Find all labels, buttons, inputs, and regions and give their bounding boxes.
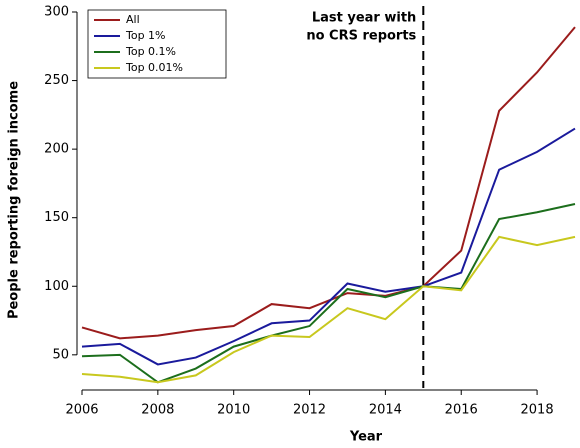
legend-label: Top 1%	[125, 29, 166, 42]
legend-label: All	[126, 13, 140, 26]
series-line	[81, 127, 576, 366]
x-axis-label: Year	[349, 430, 383, 445]
x-tick-label: 2012	[293, 403, 326, 418]
x-tick-label: 2018	[521, 403, 554, 418]
legend-label: Top 0.01%	[125, 61, 183, 74]
y-tick-label: 100	[44, 279, 69, 294]
y-tick-label: 250	[44, 73, 69, 88]
series-line	[81, 235, 576, 384]
y-tick-label: 50	[52, 347, 69, 362]
x-tick-label: 2014	[369, 403, 402, 418]
x-tick-label: 2016	[445, 403, 478, 418]
legend-label: Top 0.1%	[125, 45, 176, 58]
x-tick-label: 2008	[141, 403, 174, 418]
x-tick-label: 2010	[217, 403, 250, 418]
x-tick-label: 2006	[65, 403, 98, 418]
annotation: Last year with	[312, 11, 416, 26]
legend-box	[87, 9, 227, 79]
y-tick-label: 200	[44, 142, 69, 157]
annotation: no CRS reports	[306, 29, 416, 44]
y-axis-label: People reporting foreign income	[7, 81, 22, 319]
series-line	[81, 203, 576, 384]
y-tick-label: 300	[44, 5, 69, 20]
y-tick-label: 150	[44, 210, 69, 225]
